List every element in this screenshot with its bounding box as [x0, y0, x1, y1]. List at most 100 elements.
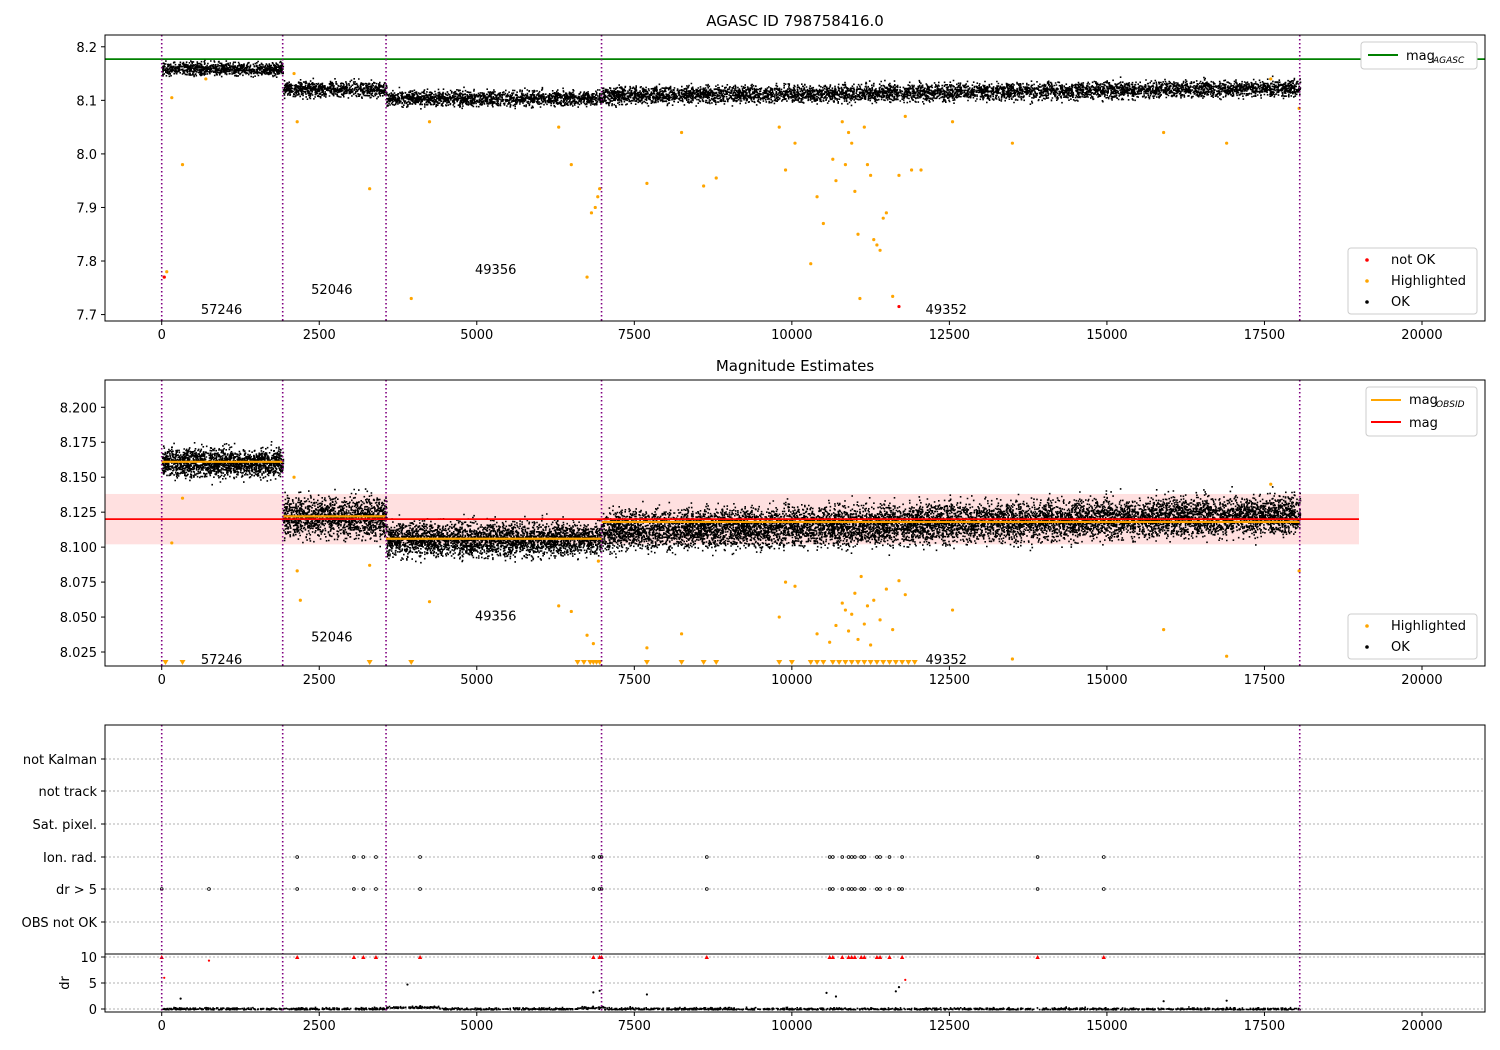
dr-outlier-point: [179, 997, 182, 1000]
dr-clipped-marker: [858, 955, 864, 959]
dr-ok-points-cloud: [162, 1005, 1301, 1011]
flag-point: [900, 887, 904, 891]
y-tick-label: 8.025: [60, 646, 97, 661]
y-tick-label: 10: [80, 951, 97, 966]
agasc-magnitude-panel: AGASC ID 798758416.0 0 2500 5000 7500 10000 1…: [76, 12, 1486, 343]
dr-outlier-point: [645, 993, 649, 996]
legend-highlighted: Highlighted: [1391, 274, 1466, 289]
obsid-label: 49356: [475, 263, 516, 278]
highlighted-point: [679, 632, 684, 636]
x-tick-label: 17500: [1244, 328, 1285, 343]
dr-clipped-marker: [852, 955, 858, 959]
x-tick-label: 2500: [303, 328, 336, 343]
dr-outlier-point: [1225, 999, 1228, 1002]
highlighted-point: [843, 608, 848, 612]
highlighted-point: [180, 496, 185, 500]
x-tick-label: 0: [158, 673, 166, 688]
offscale-marker: [678, 660, 685, 665]
highlighted-point: [875, 243, 879, 247]
x-tick-label: 10000: [771, 1019, 812, 1034]
not-ok-point: [897, 304, 901, 309]
flag-point: [352, 855, 356, 859]
flag-point: [887, 855, 892, 859]
offscale-marker: [873, 660, 880, 665]
flag-point: [295, 855, 299, 859]
offscale-marker: [899, 660, 906, 665]
offscale-marker: [861, 660, 868, 665]
panel4-frame: [104, 953, 1486, 1013]
offscale-marker: [580, 660, 587, 665]
dr-clipped-marker: [417, 955, 423, 959]
flag-point: [591, 855, 596, 859]
offscale-marker: [643, 660, 650, 665]
dr-outlier-point: [904, 978, 907, 981]
flag-point: [374, 855, 378, 859]
flag-point: [887, 887, 892, 891]
highlighted-point: [1162, 628, 1166, 632]
obsid-label: 52046: [311, 631, 352, 646]
highlighted-point: [589, 211, 594, 215]
highlighted-point: [204, 77, 208, 81]
y-tick-label: 8.0: [76, 148, 97, 163]
flag-point: [361, 855, 366, 859]
x-tick-label: 10000: [771, 328, 812, 343]
dr-clipped-marker: [899, 955, 905, 959]
flag-point: [352, 887, 356, 891]
offscale-marker: [842, 660, 849, 665]
y-tick-label: 8.100: [60, 541, 97, 556]
dr-outlier-point: [592, 991, 595, 994]
legend-mag-label: mag: [1409, 416, 1438, 431]
dr-clipped-marker: [294, 955, 300, 959]
x-tick-label: 17500: [1244, 673, 1285, 688]
dr-clipped-marker: [827, 955, 832, 959]
offscale-marker: [867, 660, 874, 665]
offscale-marker: [807, 660, 814, 665]
legend2-highlighted: Highlighted: [1391, 619, 1466, 634]
x-tick-label: 15000: [1086, 673, 1127, 688]
flag-category-label: Sat. pixel.: [33, 818, 97, 833]
highlighted-point: [295, 569, 299, 573]
flag-point: [374, 887, 378, 891]
flag-point: [704, 855, 709, 859]
highlighted-point: [828, 640, 832, 644]
dr-outlier-point: [207, 959, 211, 962]
dr-axis-label: dr: [58, 976, 73, 990]
highlighted-point: [596, 559, 600, 563]
highlighted-point: [831, 157, 835, 161]
offscale-marker: [408, 660, 415, 665]
dr-clipped-marker: [862, 955, 867, 959]
flag-point: [1101, 887, 1106, 891]
highlighted-point: [850, 612, 854, 616]
highlighted-point: [585, 275, 589, 279]
x-tick-label: 20000: [1401, 673, 1442, 688]
offscale-marker: [713, 660, 720, 665]
offscale-marker: [892, 660, 899, 665]
flag-point: [704, 887, 709, 891]
flag-category-label: Ion. rad.: [43, 851, 97, 866]
flag-point: [878, 855, 882, 859]
dr-clipped-marker: [351, 955, 357, 959]
highlighted-point: [834, 179, 838, 183]
highlighted-point: [180, 163, 185, 167]
x-tick-label: 0: [158, 1019, 166, 1034]
flags-panel: not Kalman not track Sat. pixel. Ion. rad. d…: [22, 724, 1486, 955]
flag-point: [295, 887, 299, 891]
highlighted-point: [777, 615, 781, 619]
obsid-label: 49356: [475, 610, 516, 625]
highlighted-point: [897, 579, 901, 583]
dr-clipped-marker: [830, 955, 836, 959]
dr-clipped-marker: [874, 955, 880, 959]
offscale-marker: [574, 660, 581, 665]
highlighted-point: [793, 584, 797, 588]
x-tick-label: 12500: [929, 328, 970, 343]
highlighted-point: [853, 591, 857, 595]
obsid-label: 49352: [926, 303, 967, 318]
flag-point: [418, 855, 422, 859]
highlighted-point: [409, 296, 413, 301]
x-tick-label: 17500: [1244, 1019, 1285, 1034]
highlighted-point: [569, 163, 573, 167]
y-tick-label: 5: [89, 977, 97, 992]
dr-outlier-point: [163, 976, 166, 979]
dr-clipped-marker: [373, 955, 379, 959]
highlighted-point: [850, 141, 854, 145]
